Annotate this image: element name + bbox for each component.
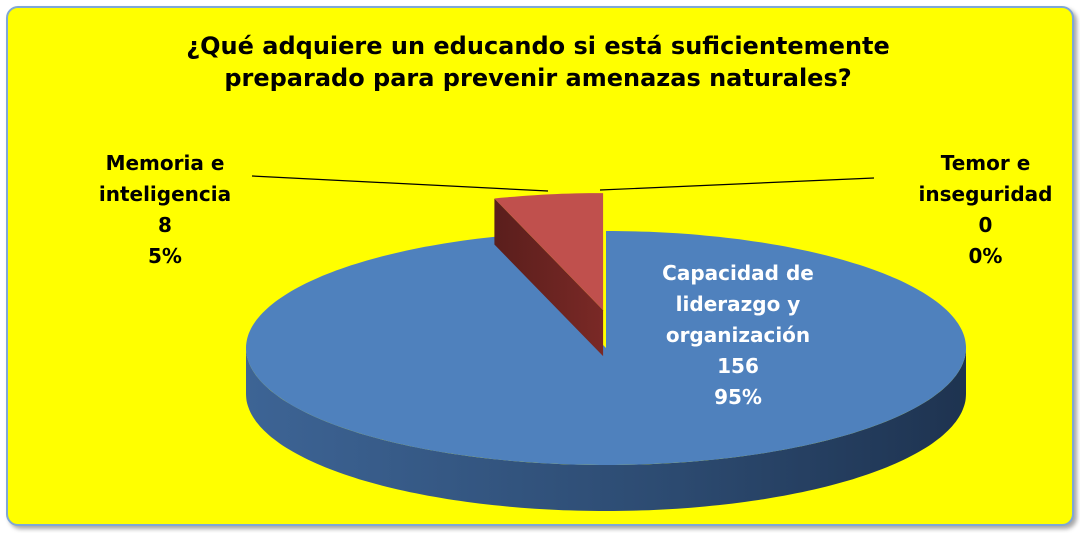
chart: ¿Qué adquiere un educando si está sufici… (6, 6, 1074, 526)
value-label: 8 (158, 213, 172, 237)
percent-label: 95% (714, 385, 762, 409)
chart-title: ¿Qué adquiere un educando si está sufici… (186, 32, 890, 92)
data-label: Temor e inseguridad 0 0% (888, 148, 1072, 272)
leader-line (599, 177, 875, 191)
slice-side (494, 198, 604, 357)
value-label: 0 (978, 213, 993, 237)
slice-side (246, 348, 966, 511)
percent-label: 5% (148, 244, 182, 268)
data-label: Memoria e inteligencia 8 5% (70, 148, 260, 272)
category-name: Temor e inseguridad (918, 151, 1053, 206)
category-name: Capacidad de liderazgo y organización (662, 261, 814, 347)
data-label: Capacidad de liderazgo y organización 156… (648, 258, 828, 413)
value-label: 156 (717, 354, 759, 378)
category-name: Memoria e inteligencia (98, 151, 232, 206)
slice (494, 193, 604, 311)
slice (246, 231, 966, 465)
pie-area (246, 175, 966, 511)
leader-line (251, 175, 549, 192)
percent-label: 0% (968, 244, 1003, 268)
